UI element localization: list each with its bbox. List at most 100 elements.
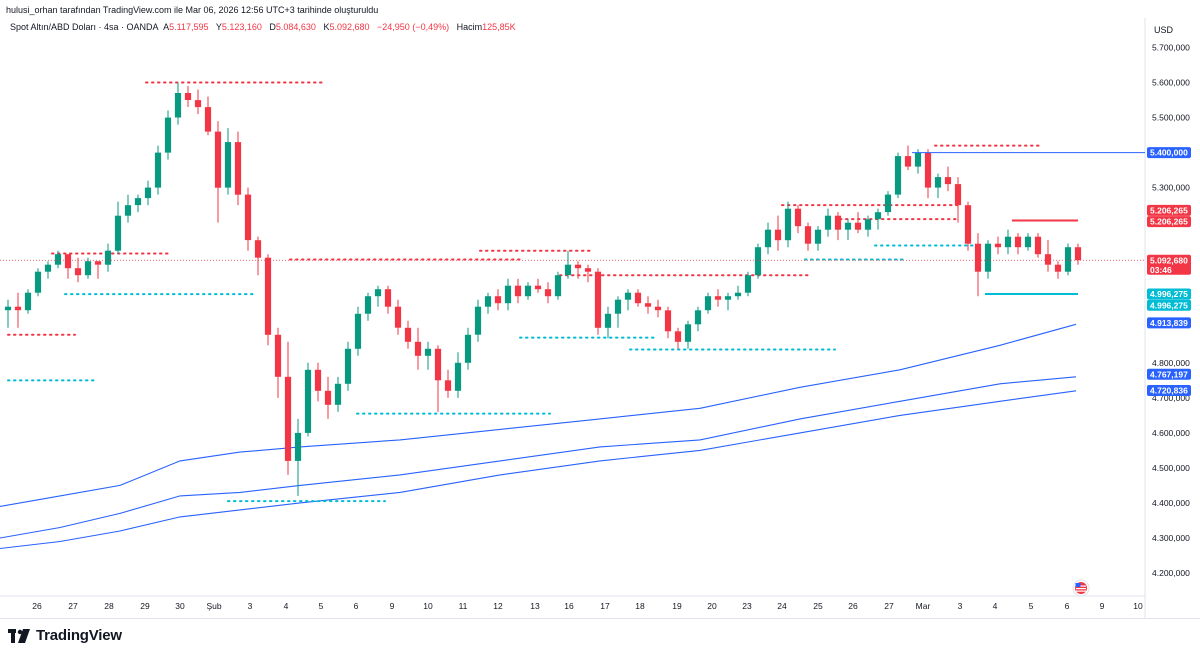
time-tick-label: 26 xyxy=(32,601,42,611)
candle xyxy=(784,201,792,248)
price-tag: 5.206,265 xyxy=(1147,216,1191,228)
candle-body xyxy=(614,299,622,314)
candle-body xyxy=(874,212,882,220)
candle xyxy=(1074,243,1082,265)
candle-body xyxy=(534,285,542,290)
candle-body xyxy=(524,285,532,297)
time-tick-label: 11 xyxy=(459,601,468,611)
candle xyxy=(874,208,882,230)
candle xyxy=(814,226,822,251)
price-tick-label: 5.300,000 xyxy=(1152,183,1190,193)
time-tick-label: 20 xyxy=(707,601,717,611)
tradingview-logo[interactable]: TradingView xyxy=(8,627,122,644)
open-value: 5.117,595 xyxy=(169,22,209,32)
candle-body xyxy=(104,250,112,265)
candle xyxy=(324,376,332,419)
time-tick-label: 6 xyxy=(354,601,359,611)
price-tag-box xyxy=(1147,299,1191,311)
candle xyxy=(114,201,122,255)
time-tick-label: 10 xyxy=(423,601,433,611)
candle-body xyxy=(704,296,712,311)
candle-body xyxy=(984,243,992,272)
candle xyxy=(694,306,702,332)
candle-body xyxy=(374,289,382,297)
price-tag: 5.400,000 xyxy=(1147,147,1191,159)
candle xyxy=(484,292,492,314)
candle xyxy=(624,289,632,311)
candle-body xyxy=(974,243,982,272)
time-tick-label: 27 xyxy=(68,601,78,611)
open-key: A xyxy=(163,22,170,32)
candle-body xyxy=(574,264,582,269)
price-tag-box xyxy=(1147,216,1191,228)
candle xyxy=(954,177,962,223)
candle xyxy=(34,268,42,297)
candle-body xyxy=(294,432,302,461)
time-tick-label: 5 xyxy=(319,601,324,611)
time-tick-label: 3 xyxy=(958,601,963,611)
candle-body xyxy=(624,292,632,300)
currency-label[interactable]: USD xyxy=(1154,25,1174,35)
time-tick-label: 10 xyxy=(1133,601,1143,611)
candle xyxy=(854,212,862,234)
symbol-legend: Spot Altın/ABD Doları · 4sa · OANDA A5.1… xyxy=(10,22,521,32)
low-key: D xyxy=(269,22,276,32)
candle xyxy=(274,327,282,398)
candle-body xyxy=(154,152,162,188)
price-tick-label: 4.300,000 xyxy=(1152,533,1190,543)
price-tick-label: 4.600,000 xyxy=(1152,428,1190,438)
candle-body xyxy=(644,303,652,307)
candle xyxy=(904,145,912,171)
candle-body xyxy=(164,117,172,153)
price-tick-label: 5.700,000 xyxy=(1152,43,1190,53)
candle-body xyxy=(1074,247,1082,261)
candle xyxy=(64,254,72,279)
candle-body xyxy=(834,215,842,230)
price-tick-label: 4.200,000 xyxy=(1152,568,1190,578)
candle xyxy=(574,261,582,279)
candle-body xyxy=(994,243,1002,248)
candle xyxy=(424,341,432,370)
candle xyxy=(184,86,192,108)
candle-body xyxy=(684,324,692,342)
candle xyxy=(494,289,502,311)
candle xyxy=(54,250,62,269)
candle xyxy=(254,236,262,276)
candle xyxy=(244,187,252,251)
candle-body xyxy=(654,306,662,311)
time-tick-label: 16 xyxy=(564,601,574,611)
candle xyxy=(144,180,152,206)
candle-body xyxy=(314,369,322,391)
candle-body xyxy=(494,296,502,304)
candle-body xyxy=(504,285,512,304)
candle xyxy=(404,320,412,349)
high-value: 5.123,160 xyxy=(221,22,262,32)
time-tick-label: 9 xyxy=(1100,601,1105,611)
candle-body xyxy=(244,194,252,241)
candle xyxy=(1034,233,1042,258)
symbol-name[interactable]: Spot Altın/ABD Doları · 4sa · OANDA xyxy=(10,22,159,32)
candle xyxy=(764,222,772,255)
candle xyxy=(994,236,1002,255)
candle xyxy=(454,352,462,398)
candle xyxy=(104,243,112,272)
price-chart[interactable]: 4.200,000 4.300,000 4.400,000 4.500,000 4.60… xyxy=(0,0,1200,618)
candle xyxy=(314,362,322,402)
candle xyxy=(984,240,992,279)
us-flag-icon[interactable] xyxy=(1072,579,1090,597)
candle xyxy=(714,289,722,307)
candle-body xyxy=(354,313,362,349)
candle-body xyxy=(664,310,672,332)
candle xyxy=(594,268,602,335)
candle-body xyxy=(1014,236,1022,248)
candle xyxy=(754,243,762,279)
candle xyxy=(4,299,12,328)
candle-body xyxy=(1034,236,1042,255)
candle xyxy=(704,292,712,314)
high-key: Y xyxy=(215,22,222,32)
price-tag-label: 5.206,265 xyxy=(1150,205,1188,215)
candle xyxy=(1024,233,1032,251)
candle-body xyxy=(1064,247,1072,272)
candle-body xyxy=(794,208,802,227)
